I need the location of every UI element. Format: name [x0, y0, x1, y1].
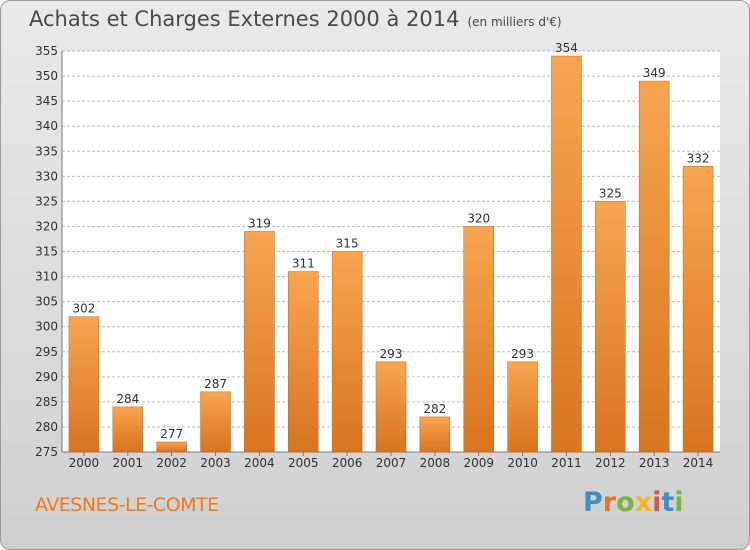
bar-2011	[551, 55, 582, 453]
y-tick-label: 285	[35, 395, 58, 409]
bar-2005	[288, 271, 319, 453]
y-tick-label: 335	[35, 144, 58, 158]
chart-subtitle: (en milliers d'€)	[467, 15, 562, 29]
x-tick-label: 2007	[376, 456, 407, 470]
data-label: 284	[116, 392, 139, 406]
bar-2004	[244, 231, 275, 453]
x-tick-label: 2014	[683, 456, 714, 470]
y-tick-label: 320	[35, 219, 58, 233]
data-label: 315	[336, 237, 359, 251]
data-label: 293	[511, 347, 534, 361]
data-label: 349	[643, 66, 666, 80]
x-tick-label: 2013	[639, 456, 670, 470]
data-label: 277	[160, 427, 183, 441]
bar-2000	[68, 316, 100, 453]
x-tick-label: 2001	[113, 456, 144, 470]
data-label: 354	[555, 41, 578, 55]
chart-title: Achats et Charges Externes 2000 à 2014 (e…	[29, 7, 562, 31]
data-label: 325	[599, 186, 622, 200]
y-tick-label: 345	[35, 94, 58, 108]
y-tick-label: 310	[35, 270, 58, 284]
town-name: AVESNES-LE-COMTE	[35, 494, 219, 516]
x-tick-label: 2012	[595, 456, 626, 470]
proxiti-logo: Proxiti	[583, 487, 684, 518]
x-tick-label: 2006	[332, 456, 363, 470]
data-label: 287	[204, 377, 227, 391]
bar-2014	[682, 166, 714, 453]
bar-2008	[419, 416, 451, 453]
y-tick-label: 350	[35, 69, 58, 83]
x-tick-label: 2000	[69, 456, 100, 470]
y-tick-label: 280	[35, 420, 58, 434]
y-tick-label: 300	[35, 320, 58, 334]
data-label: 320	[467, 211, 490, 225]
y-tick-label: 355	[35, 44, 58, 58]
y-tick-label: 275	[35, 445, 58, 459]
data-label: 332	[687, 151, 710, 165]
bar-2009	[463, 226, 494, 453]
data-label: 282	[423, 402, 446, 416]
x-tick-label: 2008	[420, 456, 451, 470]
data-label: 302	[72, 302, 95, 316]
x-tick-label: 2002	[156, 456, 187, 470]
chart-title-text: Achats et Charges Externes 2000 à 2014	[29, 7, 460, 31]
x-tick-label: 2009	[463, 456, 494, 470]
data-label: 319	[248, 216, 271, 230]
bar-2003	[200, 391, 231, 453]
bar-2010	[507, 361, 538, 453]
bar-2012	[595, 201, 626, 453]
data-label: 311	[292, 257, 315, 271]
data-label: 293	[380, 347, 403, 361]
x-tick-label: 2004	[244, 456, 275, 470]
y-tick-label: 330	[35, 169, 58, 183]
bar-2007	[375, 361, 407, 453]
x-tick-label: 2005	[288, 456, 319, 470]
bar-2001	[112, 406, 144, 453]
x-tick-label: 2003	[200, 456, 231, 470]
bar-2002	[156, 441, 187, 453]
y-tick-label: 290	[35, 370, 58, 384]
y-tick-label: 315	[35, 245, 58, 259]
bar-2006	[331, 251, 363, 453]
x-tick-label: 2011	[551, 456, 582, 470]
bar-2013	[638, 80, 670, 453]
y-tick-label: 295	[35, 345, 58, 359]
y-tick-label: 305	[35, 295, 58, 309]
y-tick-label: 325	[35, 194, 58, 208]
x-tick-label: 2010	[507, 456, 538, 470]
y-tick-label: 340	[35, 119, 58, 133]
